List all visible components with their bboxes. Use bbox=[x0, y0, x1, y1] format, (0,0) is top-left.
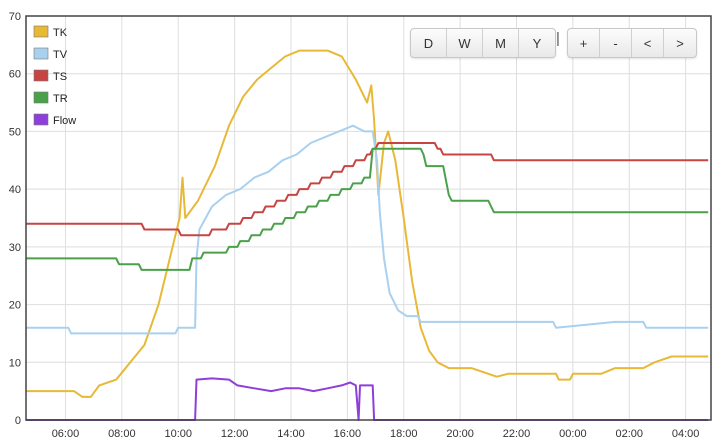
x-tick-label: 02:00 bbox=[615, 428, 643, 440]
legend-swatch bbox=[33, 91, 49, 104]
legend-label: TS bbox=[53, 71, 67, 83]
nav-toolbar: + - < > bbox=[567, 28, 697, 58]
legend-swatch bbox=[33, 47, 49, 60]
legend-swatch bbox=[33, 113, 49, 126]
series-line-flow bbox=[26, 377, 709, 421]
y-axis-ticks: 0 10 20 30 40 50 60 70 bbox=[9, 11, 21, 427]
range-month-button[interactable]: M bbox=[483, 29, 519, 57]
series-line-tv bbox=[26, 124, 709, 335]
x-tick-label: 14:00 bbox=[277, 428, 305, 440]
pan-left-button[interactable]: < bbox=[632, 29, 664, 57]
y-tick-label: 0 bbox=[15, 415, 21, 427]
y-tick-label: 70 bbox=[9, 11, 21, 23]
x-axis-ticks: 06:00 08:00 10:00 12:00 14:00 16:00 18:00 20:00… bbox=[52, 428, 700, 440]
y-tick-label: 50 bbox=[9, 126, 21, 138]
pan-right-button[interactable]: > bbox=[664, 29, 696, 57]
legend-label: Flow bbox=[53, 115, 76, 127]
y-tick-label: 40 bbox=[9, 184, 21, 196]
plot-border bbox=[25, 15, 712, 421]
plot-background bbox=[26, 16, 711, 420]
x-tick-label: 00:00 bbox=[559, 428, 587, 440]
chart-legend: TK TV TS TR Flow bbox=[33, 25, 76, 127]
series-line-ts bbox=[26, 142, 709, 237]
range-year-button[interactable]: Y bbox=[519, 29, 555, 57]
legend-label: TR bbox=[53, 93, 68, 105]
toolbar-separator: | bbox=[556, 30, 560, 47]
y-tick-label: 30 bbox=[9, 242, 21, 254]
x-tick-label: 04:00 bbox=[672, 428, 700, 440]
legend-label: TK bbox=[53, 27, 68, 39]
legend-swatch bbox=[33, 25, 49, 38]
y-tick-label: 20 bbox=[9, 300, 21, 312]
zoom-out-button[interactable]: - bbox=[600, 29, 632, 57]
series-line-tk bbox=[26, 49, 709, 398]
range-week-button[interactable]: W bbox=[447, 29, 483, 57]
x-tick-label: 06:00 bbox=[52, 428, 80, 440]
x-tick-label: 20:00 bbox=[446, 428, 474, 440]
x-tick-label: 08:00 bbox=[108, 428, 136, 440]
series-line-tr bbox=[26, 147, 709, 271]
range-toolbar: D W M Y bbox=[410, 28, 556, 58]
x-tick-label: 10:00 bbox=[164, 428, 192, 440]
y-tick-label: 60 bbox=[9, 69, 21, 81]
zoom-in-button[interactable]: + bbox=[568, 29, 600, 57]
range-day-button[interactable]: D bbox=[411, 29, 447, 57]
x-tick-label: 22:00 bbox=[503, 428, 531, 440]
x-tick-label: 18:00 bbox=[390, 428, 418, 440]
y-tick-label: 10 bbox=[9, 357, 21, 369]
chart-series bbox=[26, 49, 709, 421]
legend-swatch bbox=[33, 69, 49, 82]
legend-label: TV bbox=[53, 49, 68, 61]
x-tick-label: 16:00 bbox=[334, 428, 362, 440]
x-tick-label: 12:00 bbox=[221, 428, 249, 440]
